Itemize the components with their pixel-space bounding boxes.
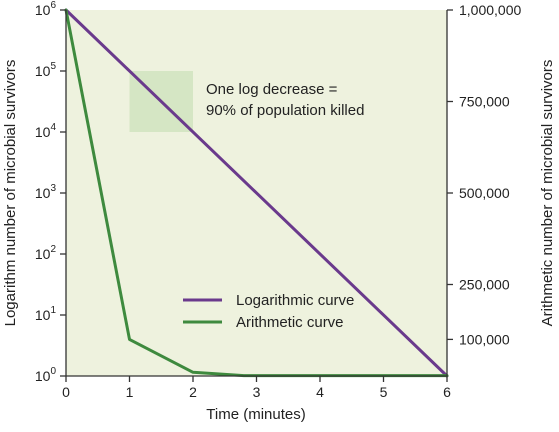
right-tick-label: 1,000,000 <box>459 2 521 18</box>
x-tick-label: 4 <box>316 384 324 400</box>
left-axis-ticks: 100 101 102 103 104 105 106 <box>35 0 66 384</box>
x-tick-label: 1 <box>126 384 134 400</box>
left-tick-label: 104 <box>35 122 57 140</box>
right-tick-label: 250,000 <box>459 277 510 293</box>
series-line-logarithmic-curve <box>64 8 449 378</box>
x-tick-label: 6 <box>443 384 451 400</box>
x-tick-label: 0 <box>62 384 70 400</box>
legend-label-arithmetic: Arithmetic curve <box>236 314 344 331</box>
left-tick-label: 102 <box>35 244 57 262</box>
x-axis-ticks: 0 1 2 3 4 5 6 <box>62 376 451 400</box>
right-tick-label: 100,000 <box>459 331 510 347</box>
legend: Logarithmic curve Arithmetic curve <box>183 292 354 331</box>
annotation-line-1: One log decrease = <box>206 81 338 98</box>
legend-label-logarithmic: Logarithmic curve <box>236 292 354 309</box>
x-tick-label: 3 <box>253 384 261 400</box>
left-axis-title: Logarithm number of microbial survivors <box>2 60 19 327</box>
annotation-line-2: 90% of population killed <box>206 102 364 119</box>
right-axis-title: Arithmetic number of microbial survivors <box>539 60 556 327</box>
x-axis-title: Time (minutes) <box>206 406 305 423</box>
x-tick-label: 2 <box>189 384 197 400</box>
right-tick-label: 500,000 <box>459 185 510 201</box>
left-tick-label: 105 <box>35 61 57 79</box>
right-tick-label: 750,000 <box>459 94 510 110</box>
left-tick-label: 101 <box>35 305 57 323</box>
x-tick-label: 5 <box>380 384 388 400</box>
left-tick-label: 100 <box>35 366 57 384</box>
left-tick-label: 106 <box>35 0 57 18</box>
right-axis-ticks: 1,000,000 750,000 500,000 250,000 100,000 <box>447 2 521 347</box>
left-tick-label: 103 <box>35 183 57 201</box>
